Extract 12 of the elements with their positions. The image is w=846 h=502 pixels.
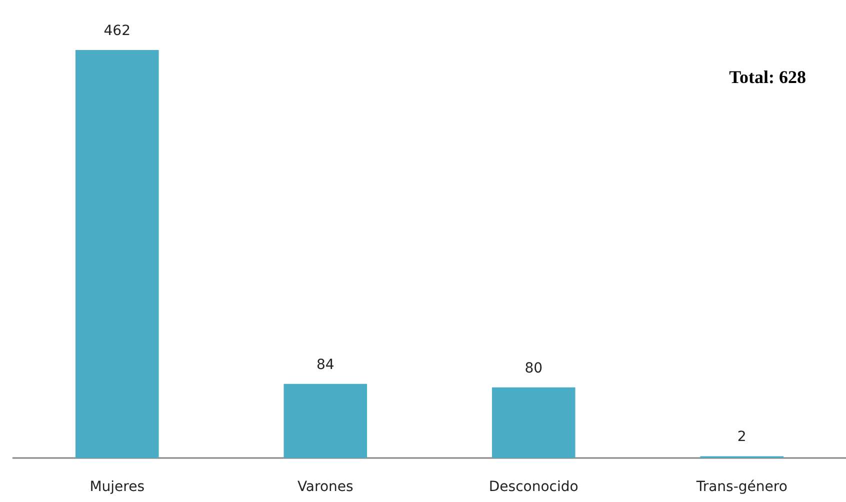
data-label: 80 — [524, 360, 543, 376]
data-label: 84 — [316, 356, 334, 373]
data-label: 2 — [737, 429, 746, 446]
x-tick-label: Desconocido — [488, 479, 578, 495]
bar — [284, 384, 368, 458]
x-tick-label: Trans-género — [695, 479, 788, 495]
x-tick-label: Mujeres — [90, 479, 145, 495]
annotation: Total: 628 — [729, 67, 806, 87]
bar — [75, 50, 159, 458]
x-tick-label: Varones — [297, 479, 354, 495]
data-label: 462 — [104, 23, 130, 39]
bar — [492, 387, 576, 458]
